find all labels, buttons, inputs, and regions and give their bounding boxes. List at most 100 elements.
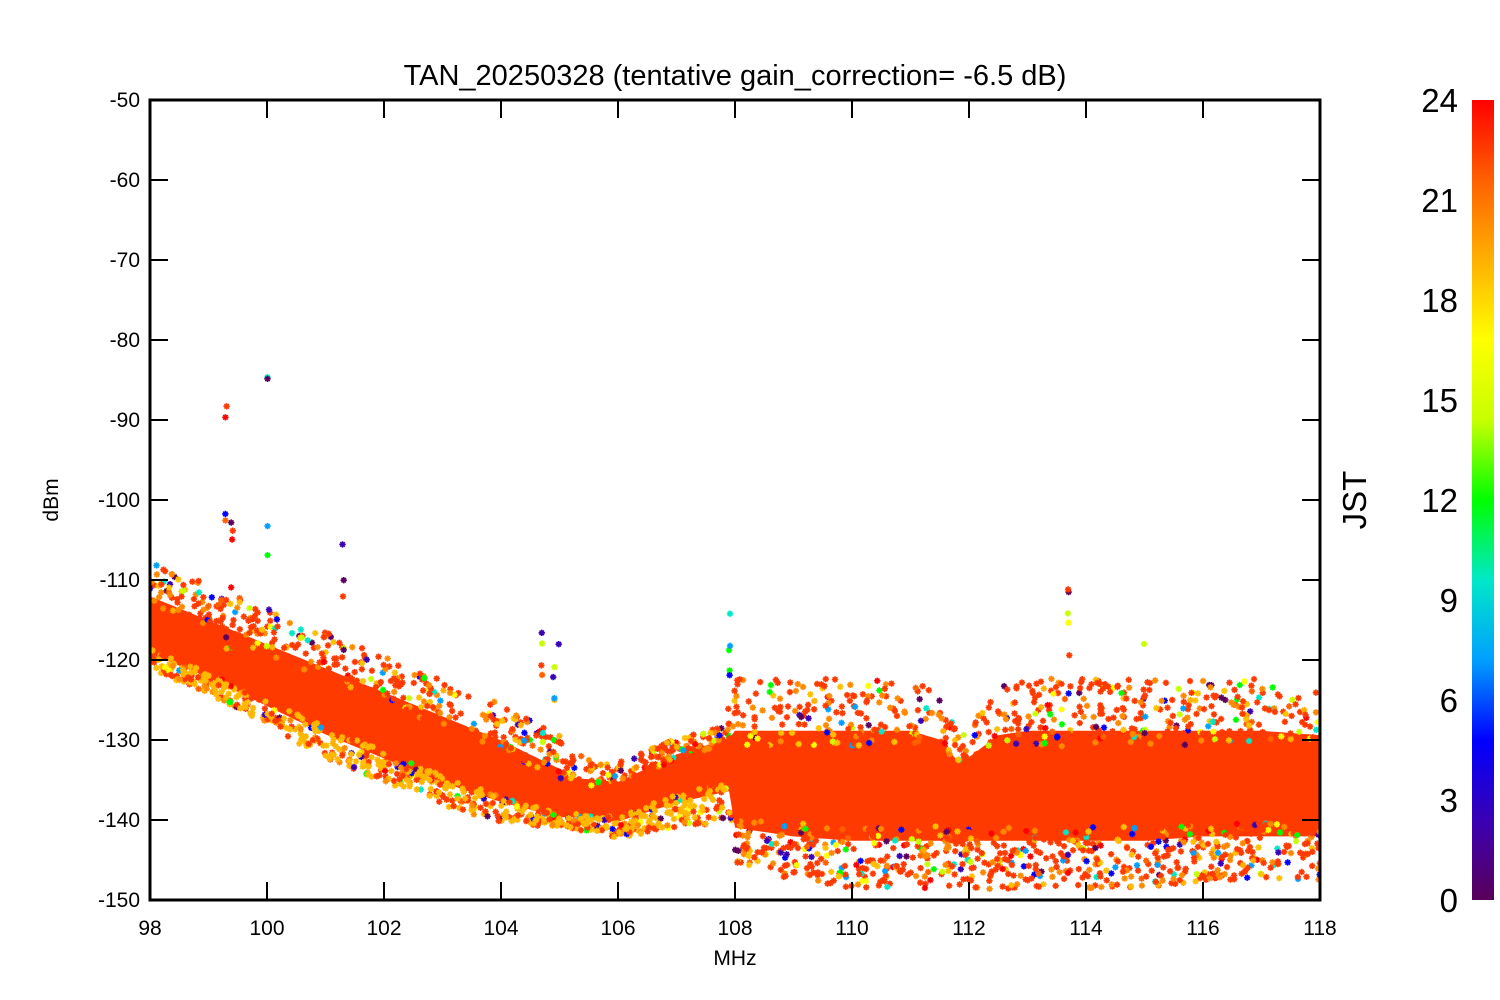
data-point: [1123, 695, 1130, 702]
data-point: [264, 552, 271, 559]
data-point: [752, 690, 760, 697]
data-point: [248, 712, 256, 720]
data-point: [946, 750, 953, 758]
data-point: [863, 884, 870, 891]
data-point: [1301, 840, 1309, 848]
data-point: [924, 868, 932, 876]
data-point: [307, 658, 315, 666]
data-point: [1017, 851, 1024, 859]
data-point: [1295, 694, 1302, 702]
data-point: [930, 852, 938, 859]
data-point: [1302, 711, 1309, 718]
data-point: [1309, 848, 1316, 856]
data-point: [854, 709, 861, 716]
data-point: [1296, 708, 1304, 716]
data-point: [1253, 856, 1261, 864]
data-point: [387, 677, 395, 685]
data-point: [448, 707, 456, 715]
data-point: [1158, 697, 1165, 705]
data-point: [1184, 727, 1192, 734]
data-point: [302, 650, 309, 657]
data-point: [814, 859, 821, 867]
data-point: [1296, 849, 1304, 856]
data-point: [343, 676, 350, 683]
data-point: [1200, 872, 1207, 880]
data-point: [264, 716, 272, 723]
data-point: [1239, 698, 1247, 705]
data-point: [899, 866, 907, 873]
data-point: [936, 697, 943, 704]
data-point: [1067, 727, 1074, 734]
data-point: [716, 797, 723, 804]
data-point: [735, 831, 742, 838]
data-point: [822, 702, 829, 709]
data-point: [962, 747, 970, 755]
data-point: [882, 681, 890, 688]
data-point: [584, 824, 591, 831]
data-point: [978, 849, 986, 857]
data-point: [764, 819, 772, 827]
data-point: [611, 820, 618, 827]
data-point: [309, 736, 317, 744]
data-point: [189, 578, 196, 585]
data-point: [377, 678, 384, 686]
data-point: [417, 765, 424, 773]
data-point: [1077, 678, 1085, 686]
data-point: [1106, 688, 1114, 696]
data-point: [176, 667, 183, 674]
data-point: [930, 866, 938, 873]
data-point: [716, 732, 723, 739]
data-point: [222, 634, 230, 641]
data-point: [884, 883, 891, 891]
data-point: [795, 740, 802, 748]
data-point: [509, 797, 516, 805]
data-point: [691, 747, 699, 755]
data-point: [1011, 884, 1018, 891]
y-tick-label: -130: [98, 729, 140, 752]
data-point: [931, 741, 939, 748]
data-point: [190, 678, 197, 685]
data-point: [680, 792, 687, 799]
data-point: [628, 824, 636, 832]
data-point: [1203, 694, 1210, 701]
data-point: [382, 778, 389, 785]
data-point: [718, 789, 725, 796]
data-point: [1162, 831, 1170, 838]
data-point: [419, 687, 427, 694]
data-point: [493, 720, 501, 728]
data-point: [369, 743, 376, 751]
data-point: [511, 715, 519, 723]
data-point: [569, 757, 576, 764]
data-point: [939, 751, 946, 758]
data-point: [736, 676, 743, 683]
data-point: [1175, 685, 1182, 692]
data-point: [271, 707, 278, 714]
data-point: [916, 734, 923, 741]
data-point: [878, 728, 885, 735]
data-point: [801, 845, 809, 853]
data-point: [1060, 853, 1067, 860]
y-axis-label: dBm: [40, 478, 63, 521]
data-point: [1269, 684, 1276, 691]
data-point: [203, 672, 211, 680]
data-point: [1008, 725, 1015, 733]
data-point: [804, 706, 811, 714]
data-point: [320, 658, 328, 666]
data-point: [313, 720, 321, 727]
data-point: [1244, 864, 1251, 871]
data-point: [1265, 826, 1272, 834]
data-point: [288, 723, 295, 730]
data-point: [235, 691, 242, 699]
data-point: [681, 819, 688, 826]
data-point: [532, 817, 539, 824]
data-point: [663, 739, 671, 746]
data-point: [227, 600, 234, 608]
data-point: [298, 660, 305, 667]
data-point: [1308, 845, 1316, 852]
data-point: [419, 715, 426, 723]
data-point: [280, 644, 288, 652]
data-point: [264, 375, 271, 382]
data-point: [823, 852, 830, 859]
data-point: [637, 830, 645, 837]
data-point: [1025, 682, 1033, 689]
